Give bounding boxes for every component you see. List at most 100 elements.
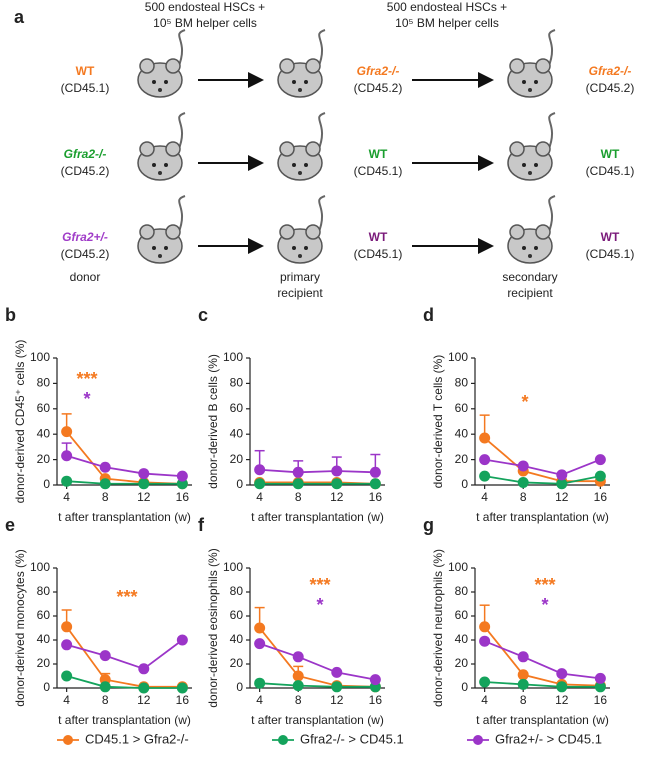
data-point xyxy=(369,674,381,686)
mouse-nose xyxy=(158,88,162,92)
y-tick-label: 40 xyxy=(455,426,469,440)
data-point xyxy=(556,478,568,490)
y-tick-label: 20 xyxy=(37,656,51,670)
x-tick-label: 4 xyxy=(481,490,488,504)
strain-marker: (CD45.1) xyxy=(61,81,110,95)
data-point xyxy=(254,622,266,634)
mouse-eye xyxy=(534,163,538,167)
data-point xyxy=(99,650,111,662)
mouse-icon xyxy=(507,195,556,264)
mouse-tail xyxy=(177,195,186,235)
mouse-ear xyxy=(279,141,295,157)
strain-name: WT xyxy=(369,230,388,244)
mouse-ear xyxy=(279,58,295,74)
x-tick-label: 16 xyxy=(176,490,190,504)
strain-marker: (CD45.1) xyxy=(586,164,635,178)
data-point xyxy=(292,680,304,692)
data-point xyxy=(61,670,73,682)
data-point xyxy=(61,639,73,651)
significance: *** xyxy=(309,575,330,595)
data-point xyxy=(479,470,491,482)
data-point xyxy=(479,676,491,688)
y-axis-label: donor-derived neutrophils (%) xyxy=(431,549,445,707)
mouse-ear xyxy=(509,141,525,157)
mouse-eye xyxy=(164,80,168,84)
series-line xyxy=(66,454,183,478)
mouse-ear xyxy=(165,141,181,157)
strain-name: Gfra2-/- xyxy=(357,64,400,78)
mouse-eye xyxy=(522,246,526,250)
y-axis-label: donor-derived T cells (%) xyxy=(431,355,445,489)
mouse-ear xyxy=(509,224,525,240)
panel-letter: d xyxy=(423,305,434,325)
y-tick-label: 60 xyxy=(230,401,244,415)
y-tick-label: 0 xyxy=(43,477,50,491)
series-line xyxy=(484,475,601,485)
data-point xyxy=(517,651,529,663)
mouse-ear xyxy=(509,58,525,74)
series-line xyxy=(65,431,183,485)
mouse-tail xyxy=(317,112,326,152)
mouse-ear xyxy=(535,224,551,240)
mouse-eye xyxy=(304,80,308,84)
x-tick-label: 8 xyxy=(520,693,527,707)
data-point xyxy=(254,464,266,476)
data-point xyxy=(99,478,111,490)
data-point xyxy=(331,681,343,693)
strain-name: WT xyxy=(76,64,95,78)
data-point xyxy=(99,681,111,693)
legend-label: Gfra2+/- > CD45.1 xyxy=(495,731,602,746)
data-point xyxy=(138,478,150,490)
mouse-eye xyxy=(152,80,156,84)
y-tick-label: 60 xyxy=(230,608,244,622)
significance: *** xyxy=(534,575,555,595)
stage-label: primary xyxy=(280,270,320,284)
mouse-eye xyxy=(292,163,296,167)
strain-name: Gfra2+/- xyxy=(62,230,108,244)
y-tick-label: 60 xyxy=(455,608,469,622)
legend-marker xyxy=(63,735,73,745)
x-tick-label: 12 xyxy=(137,490,151,504)
mouse-eye xyxy=(292,246,296,250)
data-point xyxy=(331,666,343,678)
data-point xyxy=(138,663,150,675)
y-tick-label: 80 xyxy=(455,584,469,598)
x-tick-label: 12 xyxy=(330,490,344,504)
transfer-label: 10⁵ BM helper cells xyxy=(395,16,499,30)
mouse-tail xyxy=(177,112,186,152)
mouse-icon xyxy=(277,112,326,181)
data-point xyxy=(369,466,381,478)
data-point xyxy=(292,466,304,478)
y-tick-label: 60 xyxy=(37,608,51,622)
data-point xyxy=(479,432,491,444)
y-tick-label: 40 xyxy=(455,632,469,646)
data-point xyxy=(61,475,73,487)
series-line xyxy=(258,627,376,688)
y-tick-label: 100 xyxy=(223,350,243,364)
x-tick-label: 4 xyxy=(63,693,70,707)
series-line xyxy=(483,626,601,687)
mouse-nose xyxy=(298,171,302,175)
y-tick-label: 100 xyxy=(448,350,468,364)
y-tick-label: 80 xyxy=(37,584,51,598)
mouse-nose xyxy=(158,254,162,258)
mouse-icon xyxy=(137,29,186,98)
mouse-eye xyxy=(534,80,538,84)
mouse-eye xyxy=(164,163,168,167)
y-tick-label: 80 xyxy=(230,584,244,598)
data-point xyxy=(517,476,529,488)
data-point xyxy=(556,668,568,680)
stage-label: recipient xyxy=(507,286,553,300)
significance: * xyxy=(83,389,90,409)
mouse-ear xyxy=(535,141,551,157)
strain-name: WT xyxy=(369,147,388,161)
data-point xyxy=(176,634,188,646)
data-point xyxy=(254,478,266,490)
y-tick-label: 0 xyxy=(461,680,468,694)
x-tick-label: 4 xyxy=(63,490,70,504)
mouse-tail xyxy=(177,29,186,69)
series-line xyxy=(484,458,601,476)
y-tick-label: 0 xyxy=(43,680,50,694)
mouse-ear xyxy=(305,58,321,74)
y-tick-label: 0 xyxy=(236,477,243,491)
